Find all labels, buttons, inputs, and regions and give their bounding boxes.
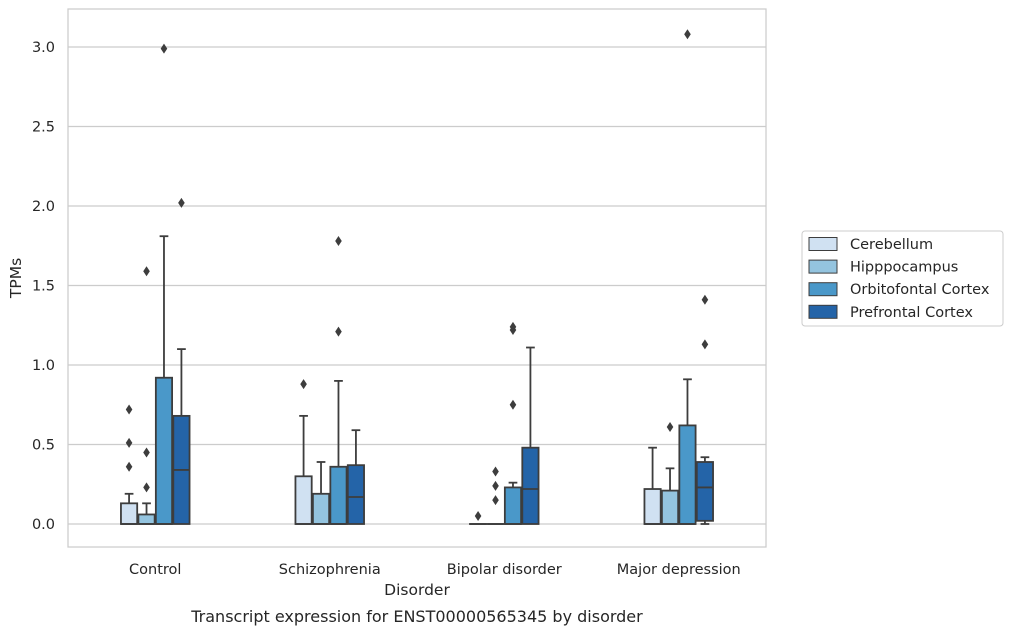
outlier-point bbox=[125, 404, 133, 415]
outlier-point bbox=[492, 480, 499, 491]
x-tick-label: Control bbox=[129, 562, 181, 578]
y-tick-label: 1.0 bbox=[32, 358, 55, 374]
outlier-point bbox=[125, 461, 133, 472]
box-body bbox=[329, 465, 348, 525]
plot-frame bbox=[67, 8, 767, 548]
legend-swatch bbox=[808, 237, 838, 251]
outlier-point bbox=[143, 447, 150, 458]
box-body bbox=[311, 492, 331, 525]
box-body bbox=[695, 461, 714, 522]
box-body bbox=[643, 488, 662, 525]
x-axis-ticks: Control Schizophrenia Bipolar disorder Majo… bbox=[129, 562, 741, 578]
outlier-point bbox=[474, 511, 482, 522]
y-tick-label: 1.5 bbox=[32, 279, 55, 295]
box-body bbox=[678, 424, 697, 525]
legend-label: Prefrontal Cortex bbox=[850, 305, 973, 321]
outlier-point bbox=[178, 197, 185, 208]
outlier-point bbox=[492, 495, 499, 506]
legend-label: Cerebellum bbox=[850, 237, 933, 253]
box-body bbox=[120, 502, 139, 525]
outlier-point bbox=[125, 437, 133, 448]
outlier-point bbox=[701, 339, 709, 350]
y-tick-label: 0.0 bbox=[32, 517, 55, 533]
box-body bbox=[137, 513, 156, 525]
outlier-point bbox=[492, 466, 499, 477]
outlier-point bbox=[300, 379, 307, 390]
y-tick-label: 2.5 bbox=[32, 120, 55, 136]
box-body bbox=[154, 376, 174, 525]
legend-label: Orbitofontal Cortex bbox=[850, 282, 990, 298]
legend-frame bbox=[801, 230, 1004, 327]
box-body bbox=[521, 446, 540, 525]
y-tick-label: 3.0 bbox=[32, 40, 55, 56]
chart-caption: Transcript expression for ENST0000056534… bbox=[190, 607, 643, 626]
outlier-point bbox=[335, 326, 342, 337]
outlier-point bbox=[143, 266, 150, 277]
outlier-point bbox=[335, 235, 342, 246]
outlier-point bbox=[666, 422, 674, 433]
outlier-point bbox=[684, 29, 691, 40]
outlier-point bbox=[160, 43, 168, 54]
x-tick-label: Bipolar disorder bbox=[447, 562, 562, 578]
x-tick-label: Schizophrenia bbox=[279, 562, 381, 578]
outlier-point bbox=[143, 482, 150, 493]
outlier-point bbox=[701, 294, 709, 305]
legend-swatch bbox=[808, 259, 838, 274]
legend: Cerebellum Hipppocampus Orbitofontal Corte… bbox=[801, 230, 1004, 327]
box-body bbox=[661, 489, 680, 525]
x-tick-label: Major depression bbox=[617, 562, 741, 578]
legend-swatch bbox=[808, 304, 838, 319]
x-axis-label: Disorder bbox=[384, 581, 450, 599]
box-body bbox=[294, 475, 313, 525]
outlier-point bbox=[509, 399, 517, 410]
legend-label: Hipppocampus bbox=[850, 260, 958, 276]
y-axis-ticks: 0.0 0.5 1.0 1.5 2.0 2.5 3.0 bbox=[32, 40, 55, 533]
box-body bbox=[503, 486, 523, 525]
outlier-point bbox=[509, 321, 517, 332]
y-tick-label: 0.5 bbox=[32, 438, 55, 454]
box-body bbox=[346, 464, 365, 525]
legend-swatch bbox=[808, 282, 838, 297]
y-axis-label: TPMs bbox=[7, 258, 25, 299]
box-groups bbox=[120, 29, 714, 525]
y-tick-label: 2.0 bbox=[32, 199, 55, 215]
